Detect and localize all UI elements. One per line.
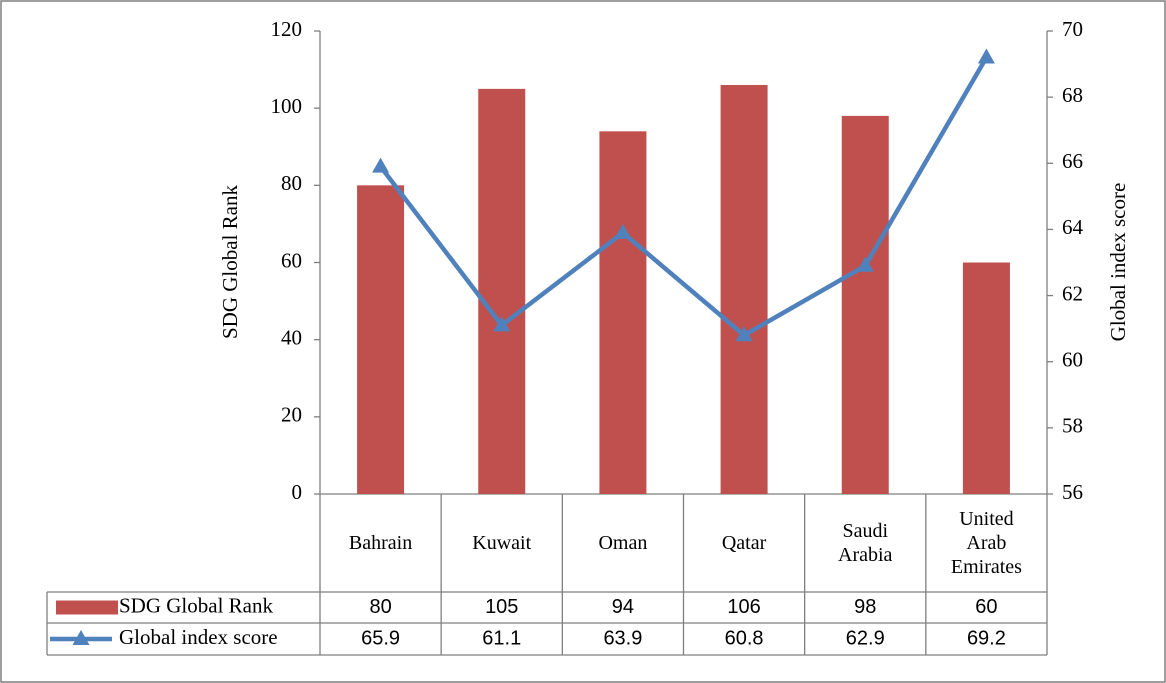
bar [478,88,526,494]
x-tick-label-wrap: Kuwait [441,494,562,592]
y2-tick-label: 58 [1062,414,1083,438]
table-value: 61.1 [482,627,521,649]
y2-tick-label: 64 [1062,215,1084,239]
legend-swatch [56,600,118,615]
marker [977,48,995,64]
x-tick-label-box: Oman [562,494,683,592]
marker [493,316,511,332]
x-tick-label: Saudi Arabia [838,520,893,566]
y-tick-label: 20 [281,403,302,427]
legend-marker [72,630,90,645]
y2-tick-label: 60 [1062,348,1083,372]
y-tick-label: 0 [292,480,303,504]
legend-label: SDG Global Rank [119,593,273,617]
table-value: 65.9 [361,627,400,649]
y2-tick-label: 70 [1062,17,1083,41]
x-tick-label-box: United Arab Emirates [926,494,1047,592]
table-value: 60 [975,596,997,618]
x-tick-label-box: Bahrain [320,494,441,592]
legend-label: Global index score [119,625,278,649]
y2-tick-label: 56 [1062,480,1083,504]
y-tick-label: 120 [271,17,303,41]
x-tick-label-wrap: Qatar [684,494,805,592]
marker [856,256,874,272]
x-tick-label-wrap: Oman [562,494,683,592]
marker [735,326,753,342]
bar [962,262,1010,494]
table-value: 106 [727,596,760,618]
table-value: 62.9 [846,627,885,649]
bar [599,131,647,495]
y2-axis-title: Global index score [1106,183,1130,342]
line [378,56,989,338]
table-value: 98 [854,596,876,618]
x-tick-label: Kuwait [472,532,532,554]
bar [841,115,889,494]
y-tick-label: 100 [271,94,303,118]
table-value: 94 [612,596,634,618]
x-tick-label-wrap: Saudi Arabia [805,494,926,592]
marker [372,157,390,173]
x-tick-label-box: Qatar [684,494,805,592]
y-tick-label: 60 [281,248,302,272]
table-value: 105 [485,596,518,618]
table-value: 60.8 [725,627,764,649]
x-tick-label-wrap: Bahrain [320,494,441,592]
y-axis-title: SDG Global Rank [218,185,242,339]
y2-tick-label: 66 [1062,149,1083,173]
x-tick-label-box: Kuwait [441,494,562,592]
bar [357,185,405,495]
x-tick-label-box: Saudi Arabia [805,494,926,592]
marker [614,223,632,239]
table-value: 69.2 [967,627,1006,649]
table-value: 80 [369,596,391,618]
bar [720,85,768,495]
x-tick-label: Oman [598,532,648,554]
x-tick-label: United Arab Emirates [950,508,1022,578]
table-value: 63.9 [603,627,642,649]
y-tick-label: 80 [281,171,302,195]
y2-tick-label: 62 [1062,281,1083,305]
y2-tick-label: 68 [1062,83,1083,107]
x-tick-label-wrap: United Arab Emirates [926,494,1047,592]
x-tick-label: Qatar [721,532,767,554]
x-tick-label: Bahrain [348,532,413,554]
y-tick-label: 40 [281,325,302,349]
